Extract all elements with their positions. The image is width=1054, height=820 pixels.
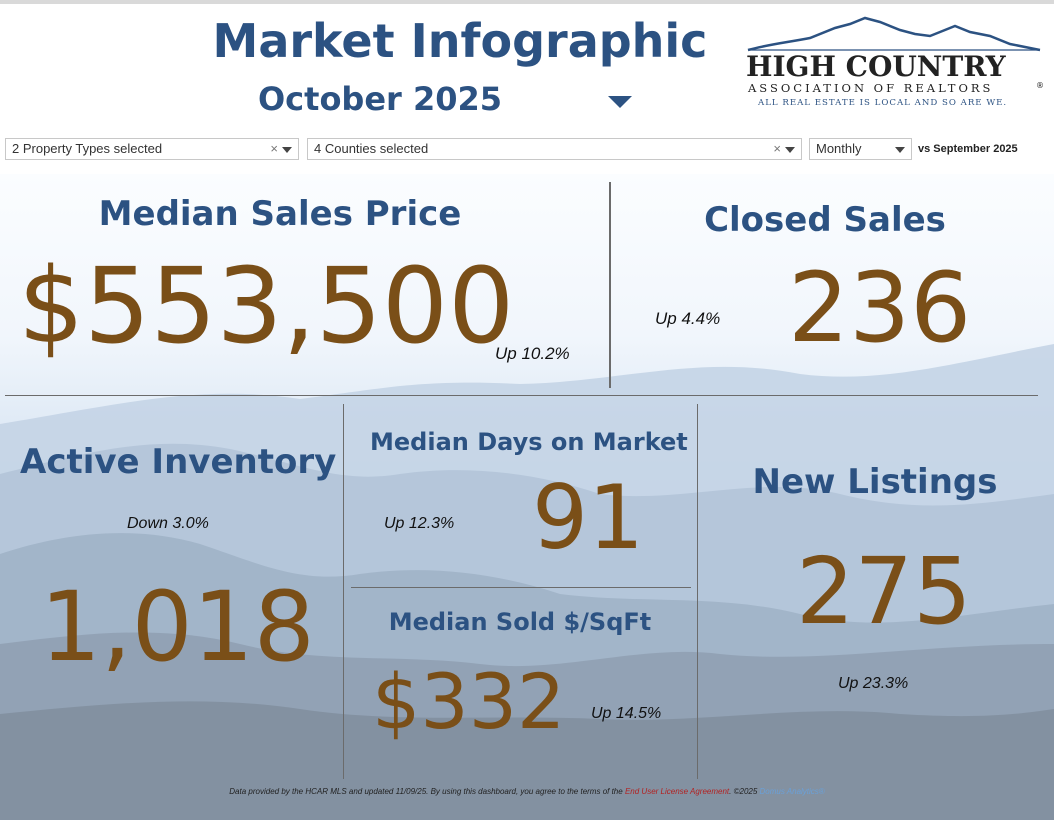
- footer: Data provided by the HCAR MLS and update…: [0, 787, 1054, 796]
- property-types-value: 2 Property Types selected: [12, 141, 163, 156]
- median-days-on-market-value: 91: [532, 466, 644, 569]
- divider-vertical: [343, 404, 344, 779]
- new-listings-label: New Listings: [752, 462, 998, 502]
- eula-link[interactable]: End User License Agreement: [624, 787, 730, 796]
- period-dropdown-icon[interactable]: [608, 96, 632, 108]
- footer-text: Data provided by the HCAR MLS and update…: [229, 787, 623, 796]
- new-listings-value: 275: [796, 538, 972, 645]
- frequency-select[interactable]: Monthly: [809, 138, 912, 160]
- median-sold-per-sqft-value: $332: [372, 657, 566, 746]
- frequency-value: Monthly: [816, 141, 862, 156]
- counties-value: 4 Counties selected: [314, 141, 429, 156]
- comparison-label: vs September 2025: [918, 143, 1018, 155]
- period-label: October 2025: [257, 80, 503, 118]
- active-inventory-label: Active Inventory: [20, 442, 337, 482]
- closed-sales-label: Closed Sales: [704, 200, 946, 240]
- active-inventory-change: Down 3.0%: [127, 515, 209, 532]
- closed-sales-value: 236: [788, 252, 972, 364]
- chevron-down-icon[interactable]: [282, 147, 292, 153]
- median-sold-per-sqft-label: Median Sold $/SqFt: [388, 608, 652, 636]
- footer-copyright: . ©2025: [729, 787, 758, 796]
- median-sold-per-sqft-change: Up 14.5%: [591, 705, 662, 722]
- clear-property-types-icon[interactable]: ×: [270, 141, 278, 156]
- logo-registered: ®: [1036, 81, 1044, 90]
- property-types-filter[interactable]: 2 Property Types selected ×: [5, 138, 299, 160]
- clear-counties-icon[interactable]: ×: [773, 141, 781, 156]
- divider-vertical: [609, 182, 611, 388]
- domus-analytics-link[interactable]: Domus Analytics®: [759, 787, 825, 796]
- chevron-down-icon[interactable]: [785, 147, 795, 153]
- logo-tagline: ALL REAL ESTATE IS LOCAL AND SO ARE WE.: [757, 98, 1007, 108]
- counties-filter[interactable]: 4 Counties selected ×: [307, 138, 802, 160]
- closed-sales-change: Up 4.4%: [655, 309, 721, 328]
- median-sales-price-value: $553,500: [18, 245, 515, 367]
- logo-line2: ASSOCIATION OF REALTORS: [747, 81, 993, 95]
- mountain-background: [0, 344, 1054, 820]
- high-country-logo: HIGH COUNTRY ASSOCIATION OF REALTORS ® A…: [746, 16, 1044, 108]
- logo-mountain-icon: [747, 16, 1041, 52]
- logo-line1: HIGH COUNTRY: [746, 50, 1007, 83]
- median-days-on-market-label: Median Days on Market: [370, 428, 688, 456]
- median-days-on-market-change: Up 12.3%: [384, 515, 455, 532]
- page-title: Market Infographic: [212, 14, 708, 68]
- median-sales-price-change: Up 10.2%: [495, 344, 570, 363]
- divider-vertical: [697, 404, 698, 779]
- median-sales-price-label: Median Sales Price: [98, 194, 462, 234]
- divider-horizontal: [351, 587, 691, 588]
- metrics-panel: Median Sales Price $553,500 Up 10.2% Clo…: [0, 174, 1054, 820]
- top-border: [0, 0, 1054, 4]
- divider-horizontal: [5, 395, 1038, 396]
- active-inventory-value: 1,018: [40, 571, 315, 683]
- new-listings-change: Up 23.3%: [838, 675, 909, 692]
- chevron-down-icon[interactable]: [895, 147, 905, 153]
